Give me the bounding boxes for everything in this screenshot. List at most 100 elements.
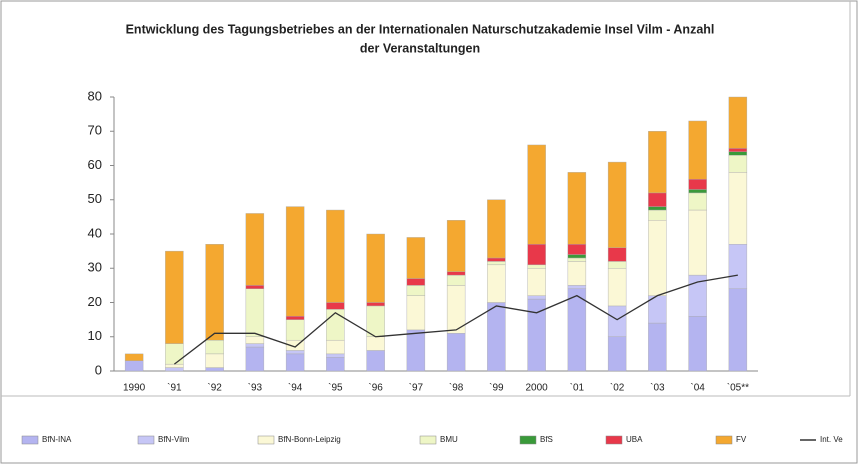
bar-segment bbox=[205, 367, 224, 372]
bar-segment bbox=[446, 220, 466, 272]
bar-segment bbox=[487, 257, 506, 262]
y-tick-label: 50 bbox=[88, 191, 102, 206]
bar-segment bbox=[326, 309, 345, 341]
bar-segment bbox=[326, 339, 345, 355]
x-tick-label: `01 bbox=[570, 382, 585, 394]
bar-segment bbox=[366, 350, 385, 372]
bar-segment bbox=[406, 278, 426, 286]
bar-segment bbox=[446, 274, 466, 286]
bar-segment bbox=[487, 261, 506, 266]
x-tick-label: `02 bbox=[610, 382, 625, 394]
bar-segment bbox=[728, 288, 748, 372]
legend-label: Int. Ve bbox=[820, 435, 843, 444]
bar-segment bbox=[648, 322, 667, 372]
bar-segment bbox=[487, 302, 506, 372]
bar-segment bbox=[567, 254, 587, 259]
legend-label: BfN-INA bbox=[42, 435, 72, 444]
bar-segment bbox=[406, 285, 426, 296]
bar-segment bbox=[245, 288, 265, 337]
y-tick-label: 80 bbox=[88, 88, 102, 103]
bar-segment bbox=[728, 148, 748, 152]
line bbox=[173, 274, 738, 365]
y-tick-label: 40 bbox=[88, 225, 102, 240]
bar-segment bbox=[527, 144, 546, 245]
bar-segment bbox=[607, 305, 627, 337]
x-tick-label: `93 bbox=[248, 382, 263, 394]
bar-segment bbox=[165, 250, 184, 344]
bar-segment bbox=[688, 209, 707, 276]
bar-segment bbox=[406, 295, 426, 331]
bar-segment bbox=[326, 209, 345, 303]
bar-segment bbox=[406, 329, 426, 372]
y-tick-label: 10 bbox=[88, 328, 102, 343]
bar-segment bbox=[728, 155, 748, 173]
legend-label: BfN-Vilm bbox=[158, 435, 190, 444]
bar-segment bbox=[527, 264, 546, 269]
bar-segment bbox=[406, 237, 426, 279]
x-tick-label: 1990 bbox=[123, 383, 146, 394]
x-tick-label: `97 bbox=[409, 382, 424, 394]
bar-segment bbox=[487, 264, 506, 303]
y-tick-label: 20 bbox=[88, 294, 102, 309]
y-tick-label: 70 bbox=[88, 123, 102, 138]
chart-title: Entwicklung des Tagungsbetriebes an der … bbox=[126, 22, 715, 36]
bar-segment bbox=[285, 319, 305, 341]
x-tick-label: `92 bbox=[207, 382, 222, 394]
bar-segment bbox=[366, 336, 385, 351]
legend-swatch bbox=[21, 435, 39, 445]
x-tick-label: `99 bbox=[489, 382, 504, 394]
bar-segment bbox=[205, 339, 224, 355]
bar-segment bbox=[285, 316, 305, 320]
legend-swatch bbox=[519, 435, 537, 445]
x-tick-label: `03 bbox=[650, 382, 665, 394]
bar-segment bbox=[688, 189, 707, 194]
bar-segment bbox=[245, 285, 265, 289]
bar-segment bbox=[165, 367, 184, 372]
bar-segment bbox=[688, 178, 707, 190]
legend-label: UBA bbox=[626, 435, 643, 444]
bar-segment bbox=[567, 244, 587, 255]
bar-segment bbox=[567, 172, 587, 245]
bar-segment bbox=[607, 268, 627, 307]
bar-segment bbox=[688, 316, 707, 372]
bar-segment bbox=[607, 261, 627, 269]
bar-segment bbox=[648, 209, 667, 221]
bar-segment bbox=[446, 271, 466, 276]
bar-segment bbox=[326, 353, 345, 358]
bar-segment bbox=[245, 336, 265, 344]
bar-segment bbox=[607, 336, 627, 372]
bar-segment bbox=[607, 161, 627, 248]
bar-segment bbox=[648, 131, 667, 194]
bar-segment bbox=[165, 363, 184, 368]
x-tick-label: `96 bbox=[368, 382, 383, 394]
legend-swatch bbox=[257, 435, 275, 445]
bar-segment bbox=[487, 199, 506, 259]
bar-segment bbox=[567, 288, 587, 372]
bar-segment bbox=[366, 302, 385, 307]
bar-segment bbox=[527, 268, 546, 296]
legend-swatch bbox=[137, 435, 155, 445]
bar-segment bbox=[165, 343, 184, 365]
bar-segment bbox=[567, 285, 587, 289]
y-tick-label: 30 bbox=[88, 260, 102, 275]
bar-segment bbox=[245, 343, 265, 348]
legend-swatch bbox=[715, 435, 733, 445]
legend-label: FV bbox=[736, 435, 747, 444]
bar-segment bbox=[567, 261, 587, 286]
x-tick-label: 2000 bbox=[526, 383, 549, 394]
x-tick-label: `94 bbox=[288, 382, 303, 394]
bar-segment bbox=[124, 360, 144, 372]
bar-segment bbox=[366, 305, 385, 337]
legend-label: BMU bbox=[440, 435, 458, 444]
bar-segment bbox=[285, 350, 305, 355]
legend-swatch bbox=[419, 435, 437, 445]
bar-segment bbox=[607, 247, 627, 262]
bar-segment bbox=[205, 244, 224, 341]
bar-segment bbox=[285, 353, 305, 372]
legend-swatch bbox=[605, 435, 623, 445]
bar-segment bbox=[205, 353, 224, 368]
bar-segment bbox=[285, 206, 305, 317]
bar-segment bbox=[728, 96, 748, 149]
